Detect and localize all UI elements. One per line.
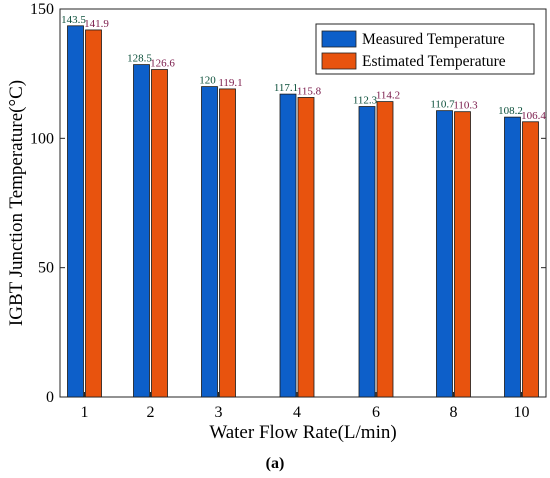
x-tick-label-3: 3 — [215, 404, 223, 421]
bar-measured-2 — [133, 64, 150, 398]
bar-estimated-2 — [151, 69, 168, 398]
bar-estimated-6 — [376, 101, 394, 398]
x-tick-label-6: 6 — [372, 404, 380, 421]
data-label-estimated-4: 115.8 — [297, 85, 322, 97]
bar-estimated-4 — [297, 97, 315, 398]
bar-measured-6 — [358, 106, 376, 398]
bar-estimated-1 — [85, 29, 102, 398]
data-label-measured-8: 110.7 — [430, 99, 455, 111]
data-label-measured-2: 128.5 — [127, 53, 152, 65]
x-tick-label-10: 10 — [514, 404, 530, 421]
bar-measured-10 — [504, 116, 521, 398]
bar-estimated-10 — [522, 121, 539, 398]
data-label-estimated-2: 126.6 — [150, 58, 175, 70]
legend-label-measured: Measured Temperature — [362, 31, 505, 48]
bar-measured-8 — [436, 110, 453, 398]
bar-estimated-8 — [454, 111, 471, 398]
data-label-measured-6: 112.3 — [353, 95, 378, 107]
bar-estimated-3 — [219, 88, 236, 398]
y-axis: 0 50 100 150 — [30, 1, 546, 406]
data-label-estimated-8: 110.3 — [453, 100, 478, 112]
data-label-estimated-10: 106.4 — [521, 110, 546, 122]
y-tick-label-50: 50 — [38, 260, 54, 277]
x-axis-title: Water Flow Rate(L/min) — [209, 422, 396, 443]
bar-measured-4 — [279, 93, 297, 398]
x-axis: 1 2 3 4 6 8 10 — [81, 392, 530, 421]
legend-swatch-estimated — [321, 52, 357, 70]
data-label-estimated-3: 119.1 — [218, 77, 242, 89]
bar-measured-1 — [67, 25, 84, 398]
data-label-estimated-6: 114.2 — [376, 90, 400, 102]
bar-measured-3 — [201, 86, 218, 398]
y-tick-label-150: 150 — [30, 1, 54, 18]
data-label-measured-3: 120 — [199, 75, 216, 87]
x-tick-label-2: 2 — [147, 404, 155, 421]
data-label-estimated-1: 141.9 — [84, 18, 109, 30]
x-tick-label-1: 1 — [81, 404, 89, 421]
legend-label-estimated: Estimated Temperature — [362, 53, 506, 70]
x-tick-label-8: 8 — [450, 404, 458, 421]
bars-group — [67, 25, 539, 398]
y-axis-title: IGBT Junction Temperature(°C) — [6, 80, 27, 326]
legend-swatch-measured — [321, 30, 357, 48]
figure-caption: (a) — [266, 455, 285, 472]
data-label-measured-10: 108.2 — [498, 105, 523, 117]
y-tick-label-0: 0 — [46, 389, 54, 406]
data-label-measured-1: 143.5 — [61, 14, 86, 26]
x-tick-label-4: 4 — [293, 404, 301, 421]
y-tick-label-100: 100 — [30, 130, 54, 147]
data-label-measured-4: 117.1 — [274, 82, 298, 94]
legend: Measured Temperature Estimated Temperatu… — [315, 23, 535, 75]
